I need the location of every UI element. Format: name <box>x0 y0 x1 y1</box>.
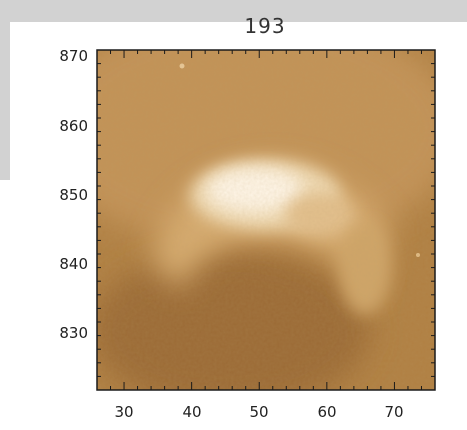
plot-border <box>96 49 436 391</box>
x-tick-label: 40 <box>182 403 201 421</box>
x-tick-label: 50 <box>249 403 268 421</box>
x-tick-label: 30 <box>114 403 133 421</box>
y-tick-label: 870 <box>59 47 88 65</box>
x-tick-label: 60 <box>317 403 336 421</box>
y-tick-label: 840 <box>59 255 88 273</box>
y-tick-label: 830 <box>59 324 88 342</box>
image-area <box>97 50 435 390</box>
y-tick-label: 850 <box>59 186 88 204</box>
x-tick-label: 70 <box>384 403 403 421</box>
left-border-strip <box>0 0 10 180</box>
figure-title: 193 <box>244 14 286 38</box>
y-tick-label: 860 <box>59 117 88 135</box>
top-border-strip <box>0 0 467 22</box>
axis-ticks <box>96 49 436 391</box>
